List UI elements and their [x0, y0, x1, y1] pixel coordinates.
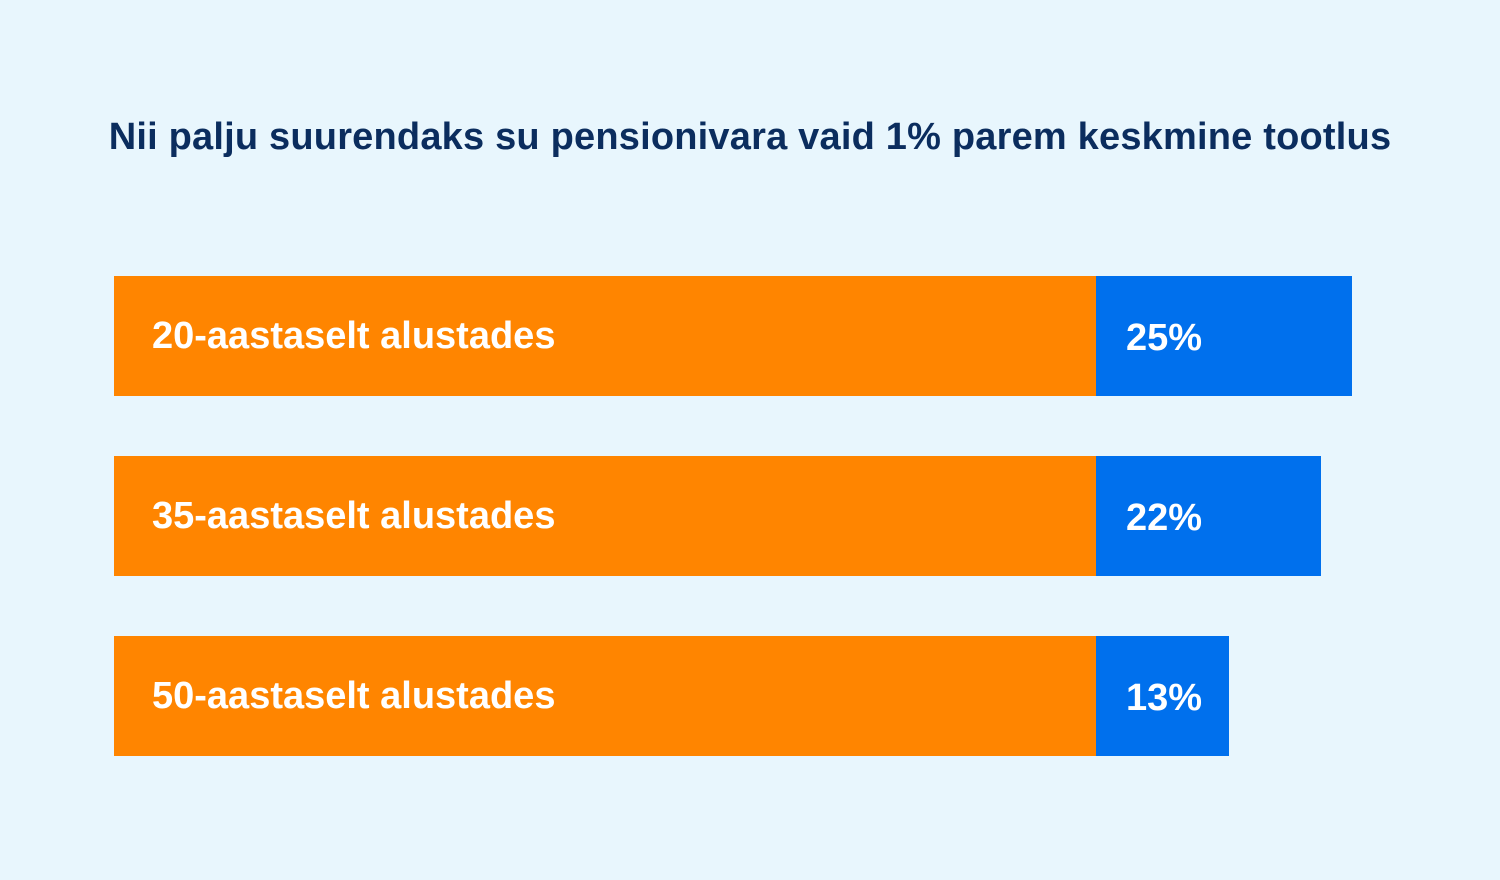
chart-title: Nii palju suurendaks su pensionivara vai…: [108, 116, 1392, 158]
bar-gain-segment: [1096, 456, 1321, 576]
bar-value-label: 25%: [1126, 317, 1203, 359]
bar-base-segment: [114, 636, 1096, 756]
bar-gain-segment: [1096, 276, 1352, 396]
bar-category-label: 20-aastaselt alustades: [152, 315, 556, 357]
bar-value-label: 22%: [1126, 497, 1203, 539]
bar-category-label: 50-aastaselt alustades: [152, 675, 556, 717]
bar-base-segment: [114, 456, 1096, 576]
bar-category-label: 35-aastaselt alustades: [152, 495, 556, 537]
bar-base-segment: [114, 276, 1096, 396]
bar-gain-segment: [1096, 636, 1229, 756]
bar-value-label: 13%: [1126, 677, 1203, 719]
